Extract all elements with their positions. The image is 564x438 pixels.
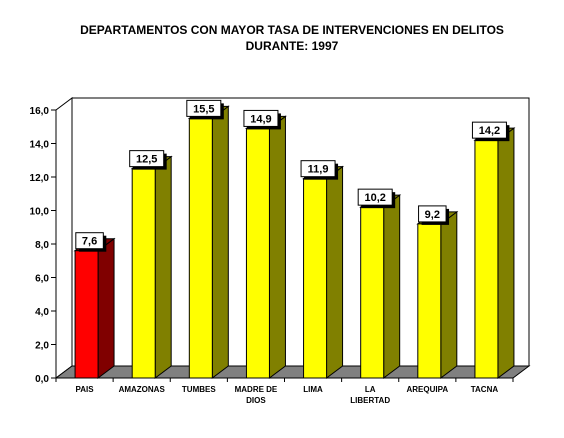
bar xyxy=(188,117,213,379)
side-wall xyxy=(55,97,73,379)
bar xyxy=(474,139,499,379)
data-label-box xyxy=(357,188,393,206)
x-tick-label: LA xyxy=(365,385,376,394)
data-label: 7,6 xyxy=(82,236,97,248)
plot-area: 0,0 2,0 4,0 6,0 8,0 10,0 12,0 14,0 16,0 7,6 PAIS 12… xyxy=(30,97,531,405)
bar-side xyxy=(440,210,458,379)
chart-title-line-1: DEPARTAMENTOS CON MAYOR TASA DE INTERVEN… xyxy=(80,23,504,37)
data-label: 14,9 xyxy=(250,113,271,125)
y-tick-label: 0,0 xyxy=(35,374,49,385)
y-tick-label: 8,0 xyxy=(35,240,49,251)
data-label: 9,2 xyxy=(425,209,440,221)
x-tick-label: AMAZONAS xyxy=(119,385,166,394)
floor xyxy=(54,365,531,379)
x-tick-label: PAIS xyxy=(76,385,95,394)
bar xyxy=(417,223,442,379)
bar-side xyxy=(268,115,286,379)
chart-title-line-2: DURANTE: 1997 xyxy=(246,39,339,53)
y-tick-label: 14,0 xyxy=(30,140,50,151)
data-label-box xyxy=(243,109,279,127)
bar xyxy=(245,127,270,379)
bar-side xyxy=(154,155,172,379)
data-label: 12,5 xyxy=(136,154,157,166)
data-label: 14,2 xyxy=(479,125,500,137)
data-label: 11,9 xyxy=(308,164,329,176)
x-tick-label: MADRE DE xyxy=(235,385,278,394)
bar-side xyxy=(211,105,229,379)
bar xyxy=(131,168,156,379)
data-label-box xyxy=(300,160,336,178)
bar-side xyxy=(497,127,515,379)
y-tick-label: 12,0 xyxy=(30,173,50,184)
x-tick-label: LIMA xyxy=(303,385,323,394)
data-label: 15,5 xyxy=(193,103,214,115)
y-tick-label: 2,0 xyxy=(35,341,49,352)
data-label-box xyxy=(75,232,104,250)
data-label: 10,2 xyxy=(364,192,385,204)
y-tick-label: 6,0 xyxy=(35,274,49,285)
bar xyxy=(303,178,328,379)
data-label-box xyxy=(186,99,222,117)
bar-side xyxy=(383,194,401,379)
data-label-box xyxy=(129,150,165,168)
bar xyxy=(74,250,99,379)
x-tick-label: AREQUIPA xyxy=(406,385,448,394)
bar-side xyxy=(326,165,344,379)
x-tick-label: TACNA xyxy=(471,385,499,394)
x-tick-label: LIBERTAD xyxy=(350,396,390,405)
bar xyxy=(360,206,385,379)
y-tick-label: 16,0 xyxy=(30,106,50,117)
y-tick-label: 10,0 xyxy=(30,207,50,218)
x-tick-label: TUMBES xyxy=(182,385,216,394)
x-tick-label: DIOS xyxy=(246,396,266,405)
bar-side xyxy=(97,237,115,379)
data-label-box xyxy=(471,121,507,139)
data-label-box xyxy=(418,205,447,223)
y-tick-label: 4,0 xyxy=(35,307,49,318)
